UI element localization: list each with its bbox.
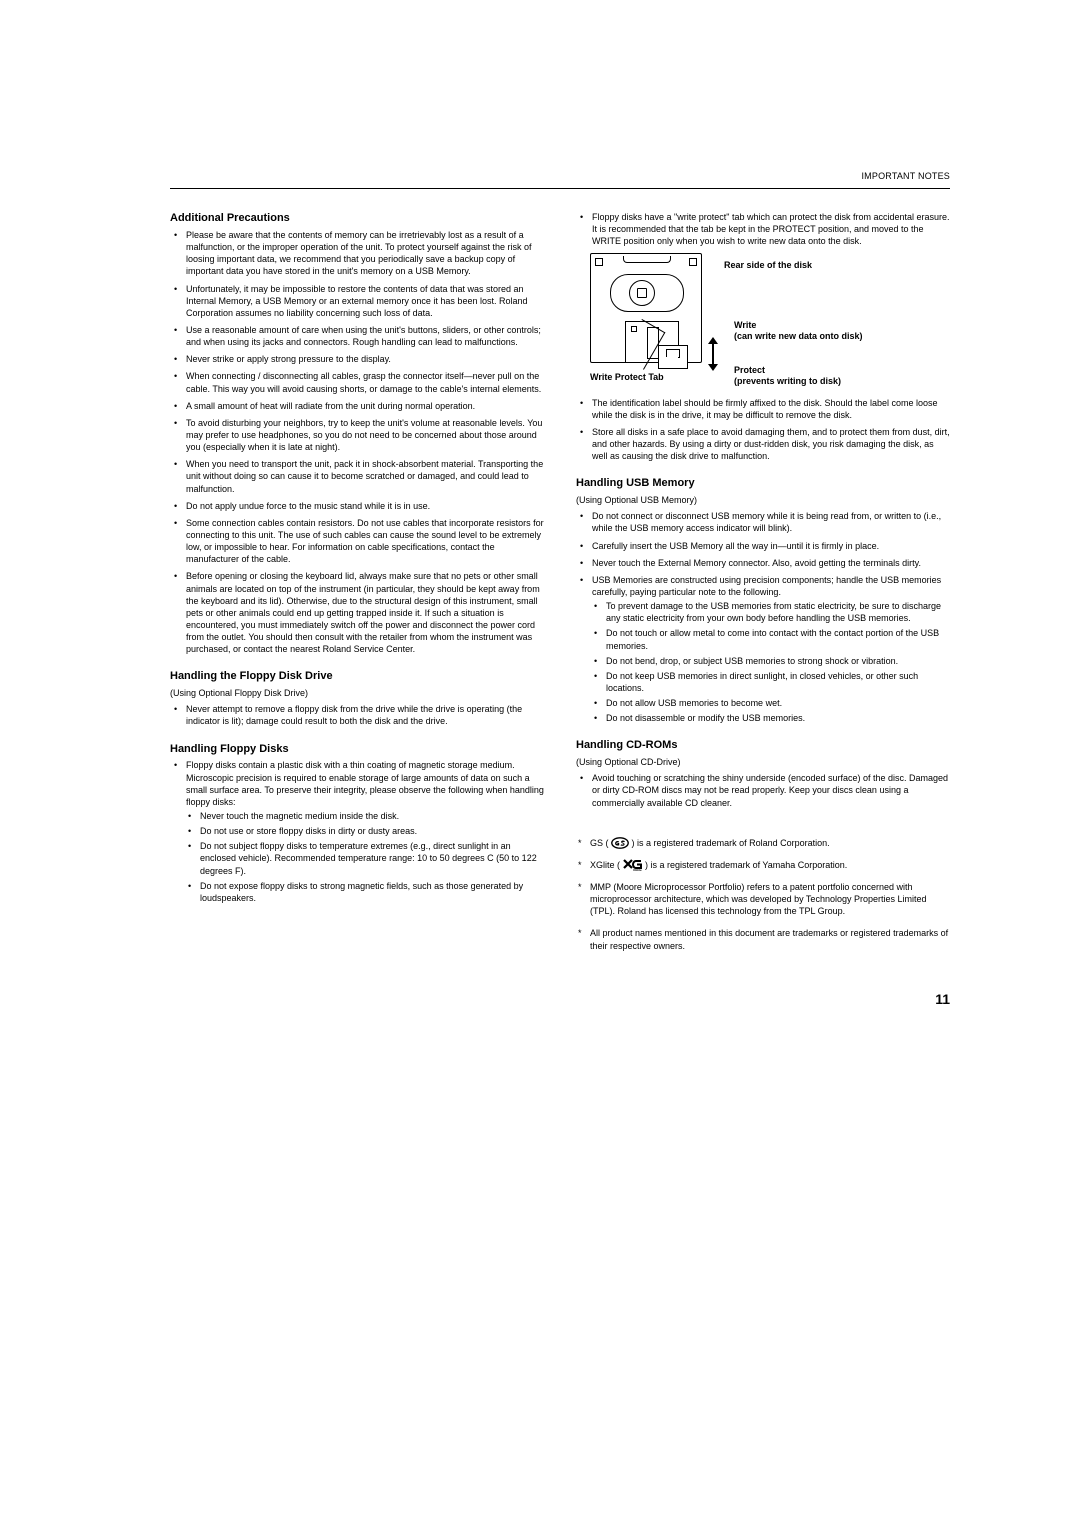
svg-text:XGlite: XGlite xyxy=(633,868,642,871)
list-item: Do not keep USB memories in direct sunli… xyxy=(592,670,950,694)
list-item: Do not disassemble or modify the USB mem… xyxy=(592,712,950,724)
list-item: Never touch the External Memory connecto… xyxy=(576,557,950,569)
two-column-layout: Additional Precautions Please be aware t… xyxy=(170,211,950,962)
list-item: Please be aware that the contents of mem… xyxy=(170,229,544,278)
subtitle-floppy-drive: (Using Optional Floppy Disk Drive) xyxy=(170,687,544,699)
text: GS ( xyxy=(590,838,609,848)
text: ) is a registered trademark of Yamaha Co… xyxy=(645,860,847,870)
list-item: Use a reasonable amount of care when usi… xyxy=(170,324,544,348)
list-item: Do not allow USB memories to become wet. xyxy=(592,697,950,709)
trademark-xglite: XGlite ( XGlite ) is a registered tradem… xyxy=(576,859,950,871)
caption-protect-desc: (prevents writing to disk) xyxy=(734,375,841,387)
page: IMPORTANT NOTES Additional Precautions P… xyxy=(0,0,1080,1049)
list-additional-precautions: Please be aware that the contents of mem… xyxy=(170,229,544,655)
trademark-mmp: MMP (Moore Microprocessor Portfolio) ref… xyxy=(576,881,950,917)
left-column: Additional Precautions Please be aware t… xyxy=(170,211,544,962)
list-write-protect-intro: Floppy disks have a "write protect" tab … xyxy=(576,211,950,247)
list-item: Never strike or apply strong pressure to… xyxy=(170,353,544,365)
sublist-usb-memory: To prevent damage to the USB memories fr… xyxy=(592,600,950,724)
list-item: Do not touch or allow metal to come into… xyxy=(592,627,950,651)
list-item: Do not apply undue force to the music st… xyxy=(170,500,544,512)
list-item: To avoid disturbing your neighbors, try … xyxy=(170,417,544,453)
list-item: Floppy disks contain a plastic disk with… xyxy=(170,759,544,904)
list-floppy-disks: Floppy disks contain a plastic disk with… xyxy=(170,759,544,904)
list-item: To prevent damage to the USB memories fr… xyxy=(592,600,950,624)
list-item: Never attempt to remove a floppy disk fr… xyxy=(170,703,544,727)
list-item-text: USB Memories are constructed using preci… xyxy=(592,575,941,597)
heading-floppy-disks: Handling Floppy Disks xyxy=(170,742,544,757)
gs-logo-icon xyxy=(611,837,629,849)
xglite-logo-icon: XGlite xyxy=(623,859,643,871)
running-header: IMPORTANT NOTES xyxy=(170,170,950,182)
list-cd-roms: Avoid touching or scratching the shiny u… xyxy=(576,772,950,808)
list-item: Do not bend, drop, or subject USB memori… xyxy=(592,655,950,667)
trademark-gs: GS ( ) is a registered trademark of Rola… xyxy=(576,837,950,849)
heading-usb-memory: Handling USB Memory xyxy=(576,476,950,491)
trademark-names: All product names mentioned in this docu… xyxy=(576,927,950,951)
list-item: Some connection cables contain resistors… xyxy=(170,517,544,566)
list-item: Store all disks in a safe place to avoid… xyxy=(576,426,950,462)
double-arrow-icon xyxy=(708,337,718,371)
list-item: Unfortunately, it may be impossible to r… xyxy=(170,283,544,319)
list-item: Do not use or store floppy disks in dirt… xyxy=(186,825,544,837)
page-number: 11 xyxy=(170,990,950,1009)
text: XGlite ( xyxy=(590,860,620,870)
list-write-protect-after: The identification label should be firml… xyxy=(576,397,950,463)
floppy-write-protect-figure: Rear side of the disk Write (can write n… xyxy=(590,253,950,389)
heading-additional-precautions: Additional Precautions xyxy=(170,211,544,226)
list-item: USB Memories are constructed using preci… xyxy=(576,574,950,725)
list-usb-memory: Do not connect or disconnect USB memory … xyxy=(576,510,950,724)
list-item: Do not subject floppy disks to temperatu… xyxy=(186,840,544,876)
list-item: The identification label should be firml… xyxy=(576,397,950,421)
list-item: Before opening or closing the keyboard l… xyxy=(170,570,544,655)
subtitle-usb-memory: (Using Optional USB Memory) xyxy=(576,494,950,506)
list-item: Do not expose floppy disks to strong mag… xyxy=(186,880,544,904)
sublist-floppy-disks: Never touch the magnetic medium inside t… xyxy=(186,810,544,904)
list-item: Do not connect or disconnect USB memory … xyxy=(576,510,950,534)
list-item: Floppy disks have a "write protect" tab … xyxy=(576,211,950,247)
caption-write-protect-tab: Write Protect Tab xyxy=(590,371,664,383)
list-item: Avoid touching or scratching the shiny u… xyxy=(576,772,950,808)
list-item: Never touch the magnetic medium inside t… xyxy=(186,810,544,822)
list-item: When you need to transport the unit, pac… xyxy=(170,458,544,494)
trademark-notes: GS ( ) is a registered trademark of Rola… xyxy=(576,837,950,952)
list-item: Carefully insert the USB Memory all the … xyxy=(576,540,950,552)
caption-rear-side: Rear side of the disk xyxy=(724,259,812,271)
list-item-text: Floppy disks contain a plastic disk with… xyxy=(186,760,544,806)
caption-write-desc: (can write new data onto disk) xyxy=(734,330,863,342)
right-column: Floppy disks have a "write protect" tab … xyxy=(576,211,950,962)
list-item: When connecting / disconnecting all cabl… xyxy=(170,370,544,394)
heading-floppy-drive: Handling the Floppy Disk Drive xyxy=(170,669,544,684)
text: ) is a registered trademark of Roland Co… xyxy=(632,838,830,848)
header-rule xyxy=(170,188,950,189)
list-floppy-drive: Never attempt to remove a floppy disk fr… xyxy=(170,703,544,727)
heading-cd-roms: Handling CD-ROMs xyxy=(576,738,950,753)
subtitle-cd-roms: (Using Optional CD-Drive) xyxy=(576,756,950,768)
list-item: A small amount of heat will radiate from… xyxy=(170,400,544,412)
